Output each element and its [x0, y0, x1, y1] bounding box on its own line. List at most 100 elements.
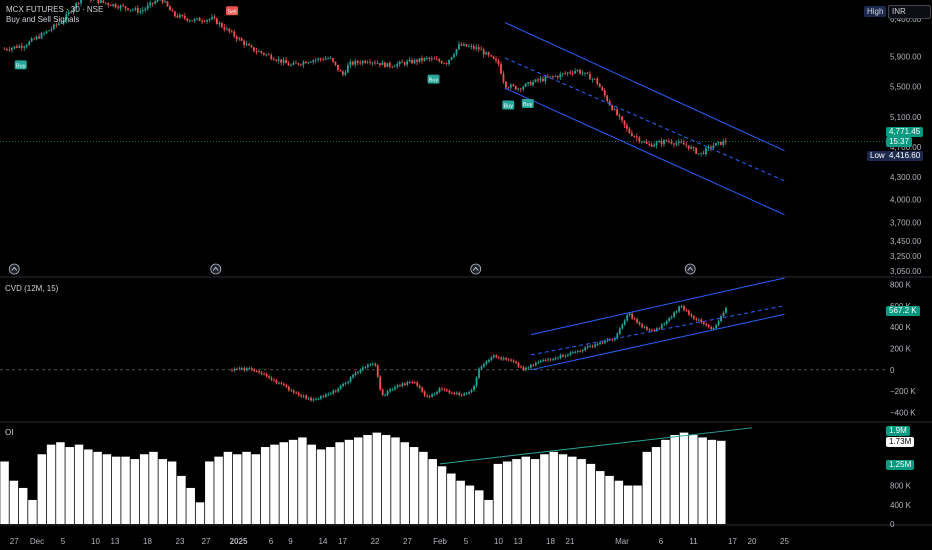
candle [438, 59, 441, 62]
candle [561, 73, 564, 75]
cvd-candle [478, 368, 480, 378]
cvd-candle [725, 307, 727, 313]
oi-bar [307, 444, 316, 524]
cvd-candle [564, 355, 567, 357]
candle [6, 49, 8, 50]
oi-bar [484, 499, 493, 524]
cvd-candle [290, 390, 293, 392]
candle [300, 64, 302, 66]
candle [712, 145, 715, 148]
cvd-candle [386, 391, 389, 395]
candle [707, 146, 710, 149]
candle [613, 109, 616, 111]
cvd-candle [438, 388, 441, 392]
oi-bar [111, 456, 121, 524]
candle [309, 61, 312, 63]
cvd-candle [245, 368, 248, 371]
oi-bar [381, 435, 391, 524]
cvd-candle [433, 393, 436, 395]
candle [425, 57, 428, 59]
oi-bar [493, 463, 503, 524]
event-marker-icon[interactable] [684, 263, 696, 275]
price-tick-label: 5,500.00 [890, 83, 922, 92]
cvd-candle [344, 383, 347, 384]
cvd-candle [537, 361, 540, 363]
cvd-candle [663, 323, 666, 325]
cvd-candle [399, 385, 401, 387]
signal-label: Buy [16, 63, 26, 69]
candle [645, 142, 648, 144]
signal-tag [502, 100, 515, 110]
cvd-candle [527, 367, 530, 369]
cvd-candle [690, 314, 693, 317]
candle [497, 60, 500, 65]
time-tick-label: 13 [111, 537, 120, 546]
candle [650, 144, 653, 147]
candle [240, 38, 243, 41]
candle [364, 60, 367, 63]
high-button[interactable]: High [864, 6, 887, 17]
candle [33, 38, 36, 40]
time-tick-label: 27 [202, 537, 211, 546]
oi-bar [149, 451, 158, 524]
candle [53, 24, 55, 29]
candle [416, 59, 418, 62]
candle [112, 4, 115, 6]
candle [418, 58, 421, 62]
cvd-candle [448, 390, 451, 393]
cvd-candle [683, 306, 685, 311]
candle [534, 79, 537, 82]
cvd-candle [653, 330, 656, 331]
candle [576, 70, 579, 71]
candle [346, 65, 349, 73]
cvd-candle [497, 357, 500, 358]
cvd-candle [643, 327, 646, 328]
buy-signal: Buy [427, 74, 440, 84]
candle [381, 62, 384, 66]
cvd-candle [720, 316, 722, 322]
cvd-tick-label: −400 K [890, 409, 916, 418]
candle [255, 51, 258, 52]
time-tick-label: 18 [546, 537, 555, 546]
candle [633, 136, 636, 137]
currency-button[interactable]: INR [888, 5, 931, 19]
oi-bar [521, 456, 531, 524]
cvd-candle [324, 394, 327, 397]
time-tick-label: 27 [403, 537, 412, 546]
oi-bar [419, 451, 428, 524]
candle [114, 4, 117, 8]
cvd-candle [233, 368, 236, 371]
candle [354, 61, 357, 65]
candle [149, 2, 152, 6]
event-marker-icon[interactable] [470, 263, 482, 275]
cvd-candle [401, 383, 404, 387]
candle [124, 6, 127, 9]
cvd-candle [512, 360, 515, 362]
cvd-candle [428, 396, 431, 398]
event-marker-icon[interactable] [8, 263, 20, 275]
candle [495, 58, 497, 61]
candle [556, 76, 559, 78]
time-tick-label: 14 [319, 537, 328, 546]
cvd-tick-label: −200 K [890, 387, 916, 396]
cvd-candle [423, 391, 426, 396]
cvd-candle [685, 310, 688, 311]
candle [638, 137, 641, 142]
event-marker-icon[interactable] [210, 263, 222, 275]
candle [588, 73, 591, 80]
candle [579, 70, 581, 74]
cvd-candle [534, 362, 537, 366]
cvd-candle [520, 366, 522, 368]
price-axis[interactable]: 3,050.00 3,250.00 3,450.00 3,700.00 4,000.00… [890, 15, 922, 529]
time-axis[interactable]: 27 Dec 5 10 13 18 23 27 2025 6 9 14 17 22 27 Feb 5 10 13 18… [10, 537, 790, 546]
candle [213, 17, 216, 19]
cvd-candle [468, 391, 471, 394]
cvd-candle [416, 382, 419, 386]
oi-bar [326, 447, 335, 524]
price-tick-label: 4,700.00 [890, 143, 922, 152]
cvd-candle [695, 318, 698, 320]
candle [136, 8, 139, 13]
cvd-candle [384, 394, 387, 396]
candle [648, 143, 651, 145]
